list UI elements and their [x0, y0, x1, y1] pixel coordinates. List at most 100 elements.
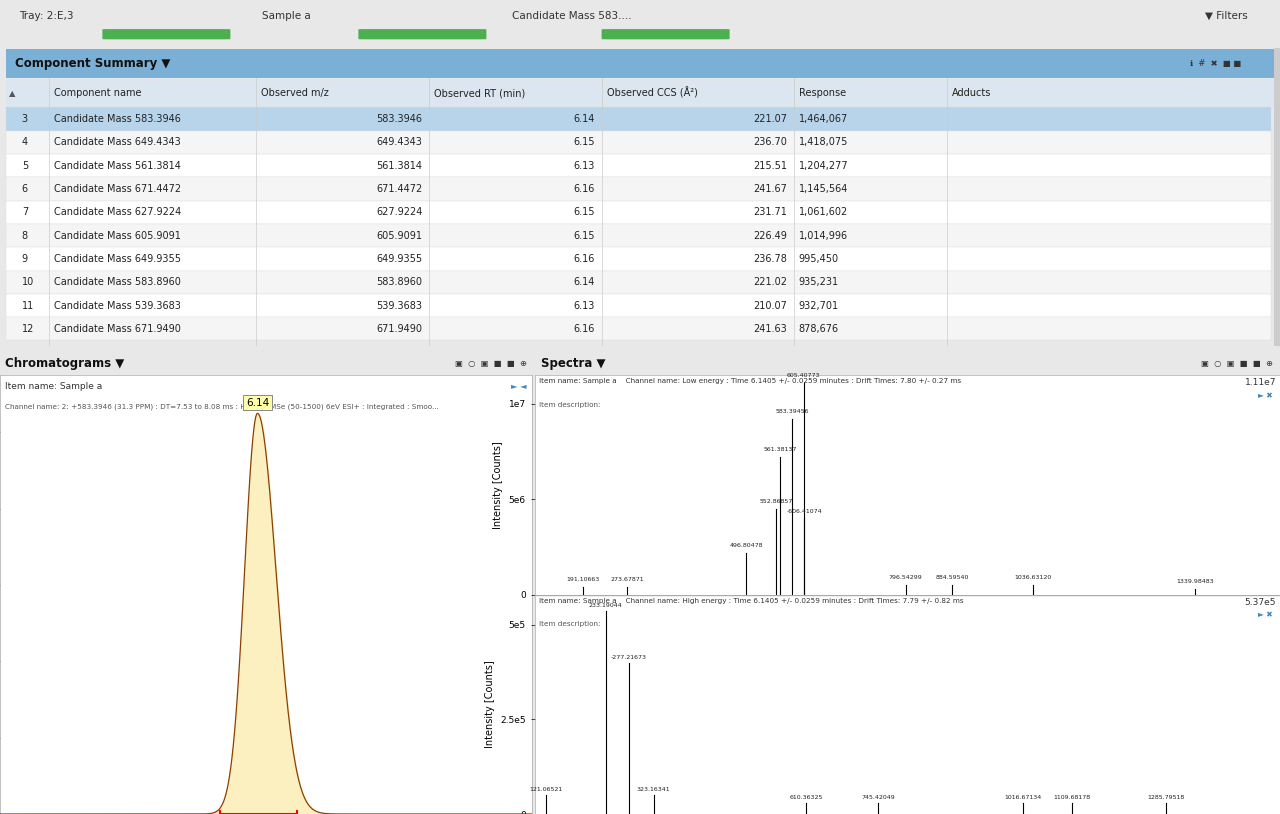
FancyBboxPatch shape — [6, 270, 1271, 294]
Text: 241.63: 241.63 — [754, 324, 787, 334]
Text: 1109.68178: 1109.68178 — [1053, 794, 1091, 799]
Text: Component name: Component name — [54, 88, 141, 98]
Text: 1016.67134: 1016.67134 — [1004, 794, 1042, 799]
Text: 8: 8 — [22, 230, 28, 241]
Text: Item description:: Item description: — [539, 621, 600, 627]
Text: 1036.63120: 1036.63120 — [1015, 575, 1052, 580]
Text: 995,450: 995,450 — [799, 254, 838, 264]
Text: Sample a: Sample a — [262, 11, 311, 20]
Text: Candidate Mass 539.3683: Candidate Mass 539.3683 — [54, 300, 180, 310]
Text: 6.13: 6.13 — [573, 160, 595, 171]
Text: ► ✖: ► ✖ — [1258, 610, 1272, 619]
Text: Candidate Mass 671.9490: Candidate Mass 671.9490 — [54, 324, 180, 334]
Text: 215.51: 215.51 — [753, 160, 787, 171]
Text: 1339.98483: 1339.98483 — [1176, 579, 1213, 584]
Text: 561.3814: 561.3814 — [376, 160, 422, 171]
Text: 1285.79518: 1285.79518 — [1147, 794, 1184, 799]
Text: 884.59540: 884.59540 — [936, 575, 969, 580]
Text: 191.10663: 191.10663 — [567, 577, 600, 582]
Text: ▼ Filters: ▼ Filters — [1206, 11, 1248, 20]
Text: Item name: Sample a    Channel name: Low energy : Time 6.1405 +/- 0.0259 minutes: Item name: Sample a Channel name: Low en… — [539, 379, 961, 384]
Text: Observed CCS (Å²): Observed CCS (Å²) — [607, 87, 698, 98]
Text: 6.16: 6.16 — [573, 324, 595, 334]
Text: ▲: ▲ — [9, 89, 15, 98]
FancyBboxPatch shape — [358, 29, 486, 39]
Text: 561.38137: 561.38137 — [764, 448, 797, 453]
Text: Adducts: Adducts — [952, 88, 992, 98]
Text: 210.07: 210.07 — [754, 300, 787, 310]
Text: 935,231: 935,231 — [799, 278, 838, 287]
Text: Candidate Mass 583....: Candidate Mass 583.... — [512, 11, 631, 20]
Text: 10: 10 — [22, 278, 35, 287]
Text: 878,676: 878,676 — [799, 324, 838, 334]
Text: 1,145,564: 1,145,564 — [799, 184, 849, 194]
Text: 1,464,067: 1,464,067 — [799, 114, 847, 124]
FancyBboxPatch shape — [6, 154, 1271, 177]
FancyBboxPatch shape — [1274, 48, 1280, 347]
Text: 610.36325: 610.36325 — [790, 794, 823, 799]
Text: 236.70: 236.70 — [754, 138, 787, 147]
Text: 552.86857: 552.86857 — [759, 499, 792, 504]
Text: 3: 3 — [22, 114, 28, 124]
FancyBboxPatch shape — [6, 200, 1271, 224]
FancyBboxPatch shape — [6, 294, 1271, 317]
Text: 236.78: 236.78 — [754, 254, 787, 264]
Text: Candidate Mass 649.9355: Candidate Mass 649.9355 — [54, 254, 180, 264]
Text: 6.15: 6.15 — [573, 138, 595, 147]
FancyBboxPatch shape — [6, 224, 1271, 247]
Y-axis label: Intensity [Counts]: Intensity [Counts] — [485, 660, 494, 748]
Text: ℹ  #  ✖  ■ ■: ℹ # ✖ ■ ■ — [1190, 59, 1242, 68]
Text: 6.15: 6.15 — [573, 230, 595, 241]
Text: 583.3946: 583.3946 — [376, 114, 422, 124]
Text: Item name: Sample a    Channel name: High energy : Time 6.1405 +/- 0.0259 minute: Item name: Sample a Channel name: High e… — [539, 598, 963, 604]
Text: Candidate Mass 671.4472: Candidate Mass 671.4472 — [54, 184, 180, 194]
Text: 583.8960: 583.8960 — [376, 278, 422, 287]
Text: Candidate Mass 561.3814: Candidate Mass 561.3814 — [54, 160, 180, 171]
Text: 6.14: 6.14 — [573, 278, 595, 287]
Text: 496.80478: 496.80478 — [730, 543, 763, 548]
Text: -277.21673: -277.21673 — [611, 654, 648, 659]
Text: 221.02: 221.02 — [753, 278, 787, 287]
Text: 233.19044: 233.19044 — [589, 603, 622, 608]
FancyBboxPatch shape — [6, 79, 1274, 107]
Text: Response: Response — [799, 88, 846, 98]
Text: Candidate Mass 627.9224: Candidate Mass 627.9224 — [54, 208, 180, 217]
Text: 605.40773: 605.40773 — [787, 373, 820, 378]
Text: Chromatograms ▼: Chromatograms ▼ — [5, 357, 124, 370]
Text: 6.14: 6.14 — [573, 114, 595, 124]
FancyBboxPatch shape — [6, 247, 1271, 270]
Text: Candidate Mass 583.8960: Candidate Mass 583.8960 — [54, 278, 180, 287]
Text: ► ◄: ► ◄ — [511, 382, 527, 391]
Text: 273.67871: 273.67871 — [611, 577, 644, 582]
Text: 583.39456: 583.39456 — [776, 409, 809, 414]
Text: Item description:: Item description: — [539, 401, 600, 408]
Text: 1.11e7: 1.11e7 — [1244, 379, 1276, 387]
Text: 1,061,602: 1,061,602 — [799, 208, 847, 217]
Text: 796.54299: 796.54299 — [888, 575, 923, 580]
Text: 226.49: 226.49 — [754, 230, 787, 241]
Text: 6: 6 — [22, 184, 28, 194]
Text: Candidate Mass 583.3946: Candidate Mass 583.3946 — [54, 114, 180, 124]
Text: 231.71: 231.71 — [754, 208, 787, 217]
Text: 4: 4 — [22, 138, 28, 147]
Text: 932,701: 932,701 — [799, 300, 838, 310]
Text: 221.07: 221.07 — [753, 114, 787, 124]
Text: 745.42049: 745.42049 — [861, 794, 895, 799]
Text: 6.16: 6.16 — [573, 254, 595, 264]
Text: Spectra ▼: Spectra ▼ — [540, 357, 605, 370]
Text: Channel name: 2: +583.3946 (31.3 PPM) : DT=7.53 to 8.08 ms : HD TOF MSe (50-1500: Channel name: 2: +583.3946 (31.3 PPM) : … — [5, 404, 439, 410]
Text: ▣  ○  ▣  ■  ■  ⊕: ▣ ○ ▣ ■ ■ ⊕ — [1201, 359, 1272, 368]
Text: 6.15: 6.15 — [573, 208, 595, 217]
Text: Tray: 2:E,3: Tray: 2:E,3 — [19, 11, 74, 20]
FancyBboxPatch shape — [602, 29, 730, 39]
FancyBboxPatch shape — [6, 317, 1271, 340]
Text: Observed RT (min): Observed RT (min) — [434, 88, 525, 98]
FancyBboxPatch shape — [6, 49, 1274, 77]
Text: 11: 11 — [22, 300, 35, 310]
Text: Component Summary ▼: Component Summary ▼ — [15, 57, 170, 70]
Text: 1,014,996: 1,014,996 — [799, 230, 847, 241]
Text: ► ✖: ► ✖ — [1258, 391, 1272, 400]
Text: Item name: Sample a: Item name: Sample a — [5, 382, 102, 391]
Text: 5: 5 — [22, 160, 28, 171]
Text: Observed m/z: Observed m/z — [261, 88, 329, 98]
